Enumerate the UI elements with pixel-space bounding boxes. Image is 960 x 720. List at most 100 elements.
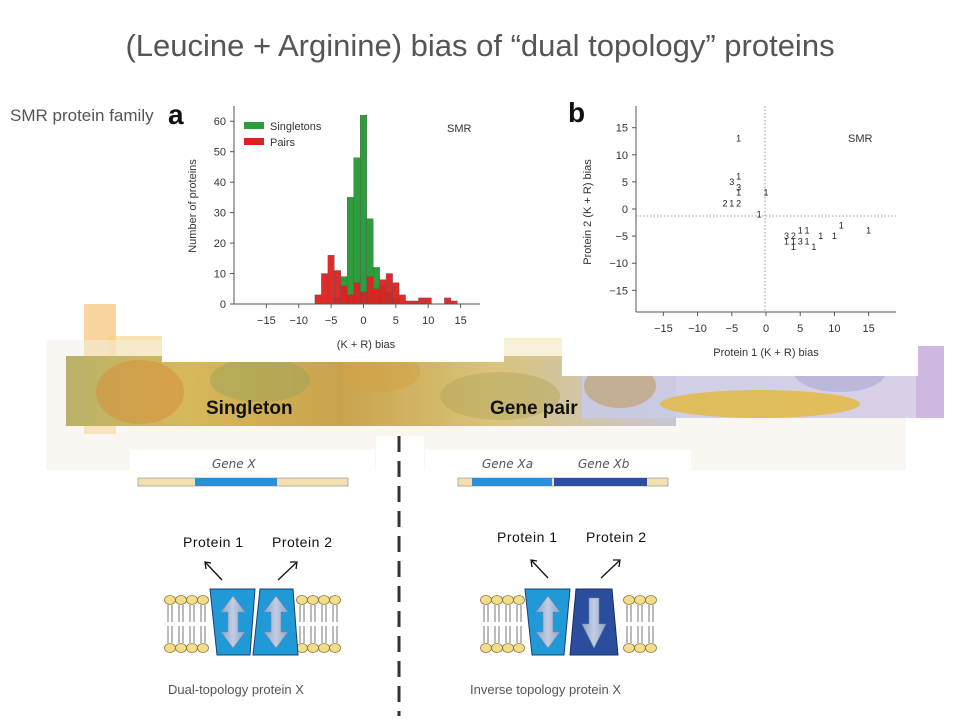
x-tick-label: 15 — [454, 315, 466, 327]
scatter-point-count: 2 — [736, 199, 741, 209]
lipid-head — [480, 595, 492, 605]
x-tick-label: 0 — [763, 323, 769, 335]
left-protein-2-up-down-arrow — [263, 595, 289, 649]
right-diagram: Gene Xa Gene Xb Protein 1 Protein 2 Inve… — [425, 450, 696, 697]
scatter-point-count: 1 — [736, 171, 741, 181]
panel-b-letter: b — [568, 97, 585, 128]
lipid-head — [197, 643, 209, 653]
left-protein-2 — [252, 588, 299, 656]
lipid-head — [318, 643, 330, 653]
scatter-point-count: 1 — [805, 226, 810, 236]
scatter-point-count: 1 — [832, 231, 837, 241]
y-tick-label: 60 — [214, 116, 226, 128]
lipid-head — [623, 595, 635, 605]
hist-bar-pairs — [398, 294, 406, 305]
x-tick-label: −5 — [325, 315, 338, 327]
slide-title: (Leucine + Arginine) bias of “dual topol… — [125, 28, 835, 63]
hist-bar-pairs — [392, 282, 400, 305]
right-protein-2-down-arrow — [581, 597, 607, 649]
hist-bar-pairs — [450, 300, 458, 305]
x-tick-label: −15 — [654, 323, 673, 335]
hist-bar-pairs — [347, 294, 354, 305]
right-protein-2 — [569, 588, 619, 656]
scatter-point-count: 1 — [736, 188, 741, 198]
lipid-head — [634, 643, 646, 653]
scatter-point-count: 1 — [818, 231, 823, 241]
hist-bar-pairs — [321, 273, 329, 305]
x-tick-label: 0 — [360, 315, 366, 327]
scatter-point-count: 2 — [722, 199, 727, 209]
scatter-point-count: 1 — [866, 226, 871, 236]
hist-bar-pairs — [379, 279, 387, 305]
lipid-head — [307, 643, 319, 653]
lipid-head — [175, 595, 187, 605]
lipid-head — [502, 643, 514, 653]
x-tick-label: −5 — [726, 323, 739, 335]
lipid-head — [634, 595, 646, 605]
lipid-head — [197, 595, 209, 605]
scatter-point-count: 3 — [784, 231, 789, 241]
hist-bar-pairs — [444, 297, 452, 305]
y-tick-label: 40 — [214, 177, 226, 189]
left-protein-1 — [209, 588, 256, 656]
scatter-point-count: 3 — [798, 237, 803, 247]
scatter-point-count: 1 — [736, 134, 741, 144]
lipid-head — [480, 643, 492, 653]
scatter-point-count: 1 — [839, 220, 844, 230]
scatter-point-count: 1 — [811, 242, 816, 252]
lipid-head — [164, 643, 176, 653]
lipid-head — [318, 595, 330, 605]
left-diagram: Gene X Protein 1 Protein 2 Dual-topology… — [130, 450, 376, 697]
panel-a-letter: a — [168, 99, 184, 130]
hist-bar-pairs — [424, 297, 432, 305]
scatter-point-count: 1 — [805, 237, 810, 247]
left-caption: Dual-topology protein X — [168, 682, 304, 697]
lipid-head — [329, 595, 341, 605]
x-tick-label: 5 — [393, 315, 399, 327]
hist-bar-pairs — [418, 297, 426, 305]
legend-swatch-singletons — [244, 122, 264, 129]
panel-a-tag: SMR — [447, 123, 472, 135]
lipid-head — [645, 595, 657, 605]
y-tick-label: 20 — [214, 238, 226, 250]
scatter-point-count: 1 — [729, 199, 734, 209]
y-tick-label: 15 — [616, 123, 628, 135]
scatter-point-count: 1 — [798, 226, 803, 236]
y-tick-label: −15 — [609, 285, 628, 297]
hist-bar-pairs — [314, 294, 322, 305]
y-tick-label: 50 — [214, 147, 226, 159]
panel-b-x-label: Protein 1 (K + R) bias — [713, 347, 819, 359]
panel-a-legend: Singletons Pairs — [244, 121, 322, 149]
legend-label-singletons: Singletons — [270, 121, 322, 133]
x-tick-label: −15 — [257, 315, 276, 327]
lipid-head — [513, 643, 525, 653]
right-lipid-bilayer — [480, 595, 657, 653]
panel-a-histogram: a SMR −15 −10 −5 0 5 10 15 0 10 20 30 40 50 60 Single… — [162, 96, 504, 362]
scatter-point-count: 2 — [791, 231, 796, 241]
hist-bar-pairs — [366, 276, 374, 305]
scatter-point-count: 1 — [791, 242, 796, 252]
banner-gene-pair-label: Gene pair — [490, 398, 578, 419]
right-protein-1-label: Protein 1 — [497, 529, 558, 545]
hist-bar-pairs — [340, 285, 348, 305]
left-protein-2-label: Protein 2 — [272, 534, 333, 550]
lipid-head — [164, 595, 176, 605]
legend-swatch-pairs — [244, 138, 264, 145]
lipid-head — [307, 595, 319, 605]
hist-bar-singletons — [353, 157, 361, 305]
lipid-head — [513, 595, 525, 605]
x-tick-label: −10 — [289, 315, 308, 327]
y-tick-label: −10 — [609, 258, 628, 270]
y-tick-label: 5 — [622, 177, 628, 189]
scatter-point-count: 1 — [763, 188, 768, 198]
x-tick-label: 10 — [828, 323, 840, 335]
y-tick-label: 10 — [214, 269, 226, 281]
scatter-point-count: 1 — [791, 237, 796, 247]
right-protein-1 — [524, 588, 571, 656]
scatter-point-count: 1 — [757, 209, 762, 219]
lipid-head — [329, 643, 341, 653]
x-tick-label: 5 — [797, 323, 803, 335]
panel-a-x-label: (K + R) bias — [337, 339, 396, 351]
